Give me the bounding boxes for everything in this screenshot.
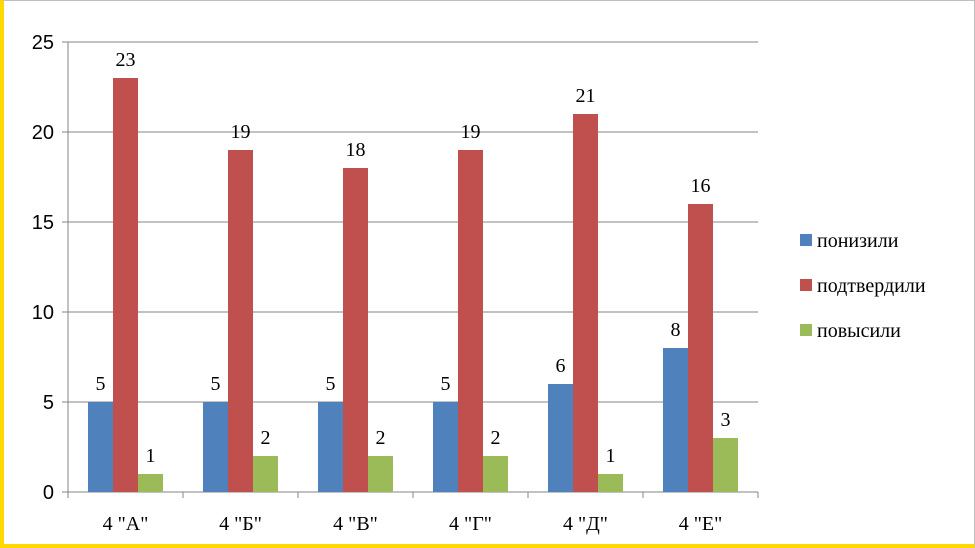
- data-label: 2: [261, 427, 271, 449]
- data-label: 3: [721, 409, 731, 431]
- data-label: 19: [231, 121, 251, 143]
- data-label: 1: [606, 445, 616, 467]
- y-tick-label: 20: [32, 122, 54, 144]
- legend-swatch: [800, 279, 812, 291]
- bar-повысили-3: [368, 456, 393, 492]
- data-label: 19: [461, 121, 481, 143]
- data-label: 2: [376, 427, 386, 449]
- bar-подтвердили-1: [113, 78, 138, 492]
- y-tick-label: 25: [32, 32, 54, 54]
- bar-понизили-2: [203, 402, 228, 492]
- legend-label: понизили: [817, 230, 899, 252]
- bar-подтвердили-3: [343, 168, 368, 492]
- bar-повысили-4: [483, 456, 508, 492]
- bar-повысили-6: [713, 438, 738, 492]
- y-tick-label: 5: [43, 392, 54, 414]
- y-tick-label: 0: [43, 482, 54, 504]
- data-label: 1: [146, 445, 156, 467]
- bar-повысили-2: [253, 456, 278, 492]
- data-label: 5: [441, 373, 451, 395]
- bar-повысили-5: [598, 474, 623, 492]
- legend-swatch: [800, 234, 812, 246]
- data-label: 21: [576, 85, 596, 107]
- legend-swatch: [800, 324, 812, 336]
- x-tick-label: 4 "А": [103, 513, 149, 535]
- data-label: 8: [671, 319, 681, 341]
- bar-понизили-4: [433, 402, 458, 492]
- bar-понизили-6: [663, 348, 688, 492]
- bar-подтвердили-4: [458, 150, 483, 492]
- data-label: 16: [691, 175, 711, 197]
- data-label: 5: [96, 373, 106, 395]
- y-tick-label: 15: [32, 212, 54, 234]
- legend-label: подтвердили: [817, 275, 926, 297]
- bar-понизили-5: [548, 384, 573, 492]
- data-label: 2: [491, 427, 501, 449]
- bar-понизили-3: [318, 402, 343, 492]
- bar-повысили-1: [138, 474, 163, 492]
- x-tick-label: 4 "Б": [219, 513, 262, 535]
- data-label: 5: [326, 373, 336, 395]
- bar-понизили-1: [88, 402, 113, 492]
- data-label: 5: [211, 373, 221, 395]
- data-label: 6: [556, 355, 566, 377]
- x-tick-label: 4 "Е": [679, 513, 723, 535]
- x-tick-label: 4 "Д": [563, 513, 608, 535]
- x-tick-label: 4 "Г": [449, 513, 492, 535]
- bar-подтвердили-2: [228, 150, 253, 492]
- bar-подтвердили-6: [688, 204, 713, 492]
- legend-label: повысили: [817, 320, 901, 342]
- data-label: 18: [346, 139, 366, 161]
- y-tick-label: 10: [32, 302, 54, 324]
- data-label: 23: [116, 49, 136, 71]
- x-tick-label: 4 "В": [333, 513, 378, 535]
- bar-подтвердили-5: [573, 114, 598, 492]
